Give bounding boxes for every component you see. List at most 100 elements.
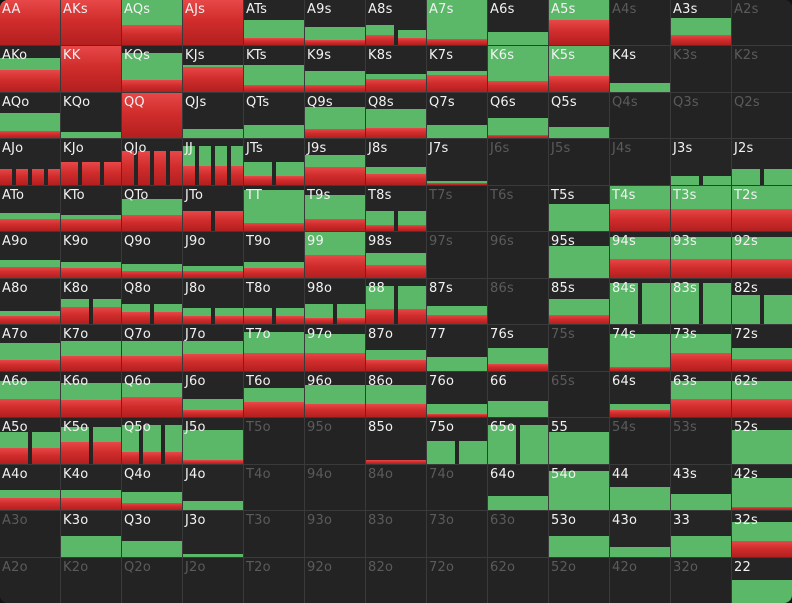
hand-cell-kjo[interactable]: KJo [61, 139, 121, 185]
hand-cell-98o[interactable]: 98o [305, 278, 365, 325]
hand-cell-kjs[interactable]: KJs [183, 46, 243, 92]
hand-cell-94o[interactable]: 94o [305, 464, 365, 511]
hand-cell-83o[interactable]: 83o [366, 511, 426, 557]
hand-cell-53s[interactable]: 53s [671, 418, 731, 464]
hand-cell-63o[interactable]: 63o [488, 511, 548, 557]
hand-cell-a2o[interactable]: A2o [0, 557, 60, 603]
hand-cell-73s[interactable]: 73s [671, 325, 731, 371]
hand-cell-92o[interactable]: 92o [305, 557, 365, 603]
hand-cell-43o[interactable]: 43o [610, 511, 670, 557]
hand-cell-75s[interactable]: 75s [549, 325, 609, 371]
hand-cell-aa[interactable]: AA [0, 0, 60, 46]
hand-cell-64o[interactable]: 64o [488, 464, 548, 511]
hand-cell-t5s[interactable]: T5s [549, 185, 609, 232]
hand-cell-kto[interactable]: KTo [61, 185, 121, 232]
hand-cell-32s[interactable]: 32s [732, 511, 792, 557]
hand-cell-t6s[interactable]: T6s [488, 185, 548, 232]
hand-cell-75o[interactable]: 75o [427, 418, 487, 464]
hand-cell-t6o[interactable]: T6o [244, 371, 304, 418]
hand-cell-43s[interactable]: 43s [671, 464, 731, 511]
hand-cell-86s[interactable]: 86s [488, 278, 548, 325]
hand-cell-97o[interactable]: 97o [305, 325, 365, 371]
hand-cell-a7o[interactable]: A7o [0, 325, 60, 371]
hand-cell-a8o[interactable]: A8o [0, 278, 60, 325]
hand-cell-q5s[interactable]: Q5s [549, 92, 609, 139]
hand-cell-t9s[interactable]: T9s [305, 185, 365, 232]
hand-cell-j6o[interactable]: J6o [183, 371, 243, 418]
hand-cell-t8o[interactable]: T8o [244, 278, 304, 325]
hand-cell-ajs[interactable]: AJs [183, 0, 243, 46]
hand-cell-k7o[interactable]: K7o [61, 325, 121, 371]
hand-cell-j9o[interactable]: J9o [183, 232, 243, 278]
hand-cell-t4o[interactable]: T4o [244, 464, 304, 511]
hand-cell-aks[interactable]: AKs [61, 0, 121, 46]
hand-cell-73o[interactable]: 73o [427, 511, 487, 557]
hand-cell-k7s[interactable]: K7s [427, 46, 487, 92]
hand-cell-qjo[interactable]: QJo [122, 139, 182, 185]
hand-cell-q3o[interactable]: Q3o [122, 511, 182, 557]
hand-cell-t7o[interactable]: T7o [244, 325, 304, 371]
hand-cell-t7s[interactable]: T7s [427, 185, 487, 232]
hand-cell-87s[interactable]: 87s [427, 278, 487, 325]
hand-cell-q8o[interactable]: Q8o [122, 278, 182, 325]
hand-cell-q7s[interactable]: Q7s [427, 92, 487, 139]
hand-cell-a7s[interactable]: A7s [427, 0, 487, 46]
hand-cell-ats[interactable]: ATs [244, 0, 304, 46]
hand-cell-93s[interactable]: 93s [671, 232, 731, 278]
hand-cell-j2o[interactable]: J2o [183, 557, 243, 603]
hand-cell-72s[interactable]: 72s [732, 325, 792, 371]
hand-cell-a6s[interactable]: A6s [488, 0, 548, 46]
hand-cell-86o[interactable]: 86o [366, 371, 426, 418]
hand-cell-q6o[interactable]: Q6o [122, 371, 182, 418]
hand-cell-83s[interactable]: 83s [671, 278, 731, 325]
hand-cell-93o[interactable]: 93o [305, 511, 365, 557]
hand-cell-j9s[interactable]: J9s [305, 139, 365, 185]
hand-cell-a5s[interactable]: A5s [549, 0, 609, 46]
hand-cell-qto[interactable]: QTo [122, 185, 182, 232]
hand-cell-aqo[interactable]: AQo [0, 92, 60, 139]
hand-cell-66[interactable]: 66 [488, 371, 548, 418]
hand-cell-84s[interactable]: 84s [610, 278, 670, 325]
hand-cell-q4o[interactable]: Q4o [122, 464, 182, 511]
hand-cell-a3s[interactable]: A3s [671, 0, 731, 46]
hand-cell-q7o[interactable]: Q7o [122, 325, 182, 371]
hand-cell-k5o[interactable]: K5o [61, 418, 121, 464]
hand-cell-q9s[interactable]: Q9s [305, 92, 365, 139]
hand-cell-33[interactable]: 33 [671, 511, 731, 557]
hand-cell-k9o[interactable]: K9o [61, 232, 121, 278]
hand-cell-63s[interactable]: 63s [671, 371, 731, 418]
hand-cell-t3s[interactable]: T3s [671, 185, 731, 232]
hand-cell-52o[interactable]: 52o [549, 557, 609, 603]
hand-cell-k4o[interactable]: K4o [61, 464, 121, 511]
hand-cell-a8s[interactable]: A8s [366, 0, 426, 46]
hand-cell-62s[interactable]: 62s [732, 371, 792, 418]
hand-cell-jto[interactable]: JTo [183, 185, 243, 232]
hand-cell-85o[interactable]: 85o [366, 418, 426, 464]
hand-cell-53o[interactable]: 53o [549, 511, 609, 557]
hand-cell-44[interactable]: 44 [610, 464, 670, 511]
hand-cell-88[interactable]: 88 [366, 278, 426, 325]
hand-cell-98s[interactable]: 98s [366, 232, 426, 278]
hand-cell-t2s[interactable]: T2s [732, 185, 792, 232]
hand-cell-k2s[interactable]: K2s [732, 46, 792, 92]
hand-cell-92s[interactable]: 92s [732, 232, 792, 278]
hand-cell-j4o[interactable]: J4o [183, 464, 243, 511]
hand-cell-jts[interactable]: JTs [244, 139, 304, 185]
hand-cell-95s[interactable]: 95s [549, 232, 609, 278]
hand-cell-q6s[interactable]: Q6s [488, 92, 548, 139]
hand-cell-j8o[interactable]: J8o [183, 278, 243, 325]
hand-cell-k2o[interactable]: K2o [61, 557, 121, 603]
hand-cell-96s[interactable]: 96s [488, 232, 548, 278]
hand-cell-q4s[interactable]: Q4s [610, 92, 670, 139]
hand-cell-t9o[interactable]: T9o [244, 232, 304, 278]
hand-cell-a2s[interactable]: A2s [732, 0, 792, 46]
hand-cell-k3s[interactable]: K3s [671, 46, 731, 92]
hand-cell-t4s[interactable]: T4s [610, 185, 670, 232]
hand-cell-a4s[interactable]: A4s [610, 0, 670, 46]
hand-cell-k9s[interactable]: K9s [305, 46, 365, 92]
hand-cell-72o[interactable]: 72o [427, 557, 487, 603]
hand-cell-95o[interactable]: 95o [305, 418, 365, 464]
hand-cell-t2o[interactable]: T2o [244, 557, 304, 603]
hand-cell-j6s[interactable]: J6s [488, 139, 548, 185]
hand-cell-jj[interactable]: JJ [183, 139, 243, 185]
